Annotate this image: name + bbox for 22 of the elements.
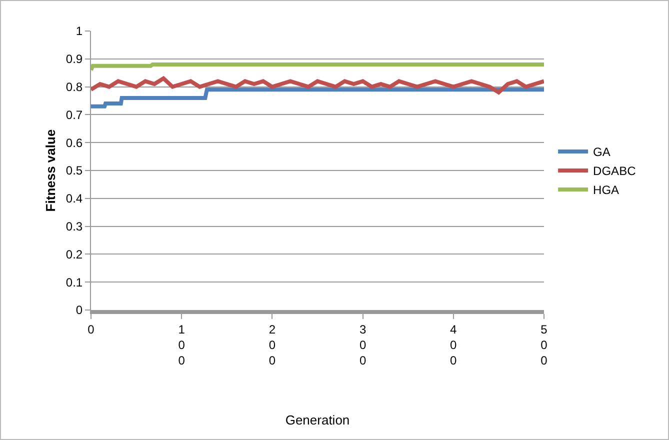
y-tick-label: 0.6 (66, 136, 83, 150)
y-tick-label: 1 (76, 24, 83, 38)
x-tick-label: 300 (359, 322, 366, 368)
y-tick-label: 0.7 (66, 108, 83, 122)
y-tick-label: 0.8 (66, 80, 83, 94)
y-axis-title: Fitness value (43, 129, 58, 212)
y-tick-label: 0.5 (66, 164, 83, 178)
x-tick-label: 0 (88, 322, 95, 336)
legend-label: GA (593, 145, 610, 160)
y-tick-label: 0.1 (66, 275, 83, 290)
y-tick-label: 0 (76, 303, 83, 318)
x-tick-label: 100 (178, 322, 186, 368)
y-tick-label: 0.4 (66, 192, 83, 206)
x-axis-title: Generation (285, 412, 350, 428)
x-tick-label: 400 (450, 322, 458, 368)
y-tick-label: 0.9 (66, 52, 83, 66)
y-tick-label: 0.2 (66, 247, 83, 262)
x-tick-label: 200 (268, 322, 276, 368)
legend-label: DGABC (593, 164, 636, 178)
y-tick-label: 0.3 (66, 220, 83, 234)
x-tick-label: 500 (540, 322, 548, 368)
legend-label: HGA (593, 183, 620, 198)
